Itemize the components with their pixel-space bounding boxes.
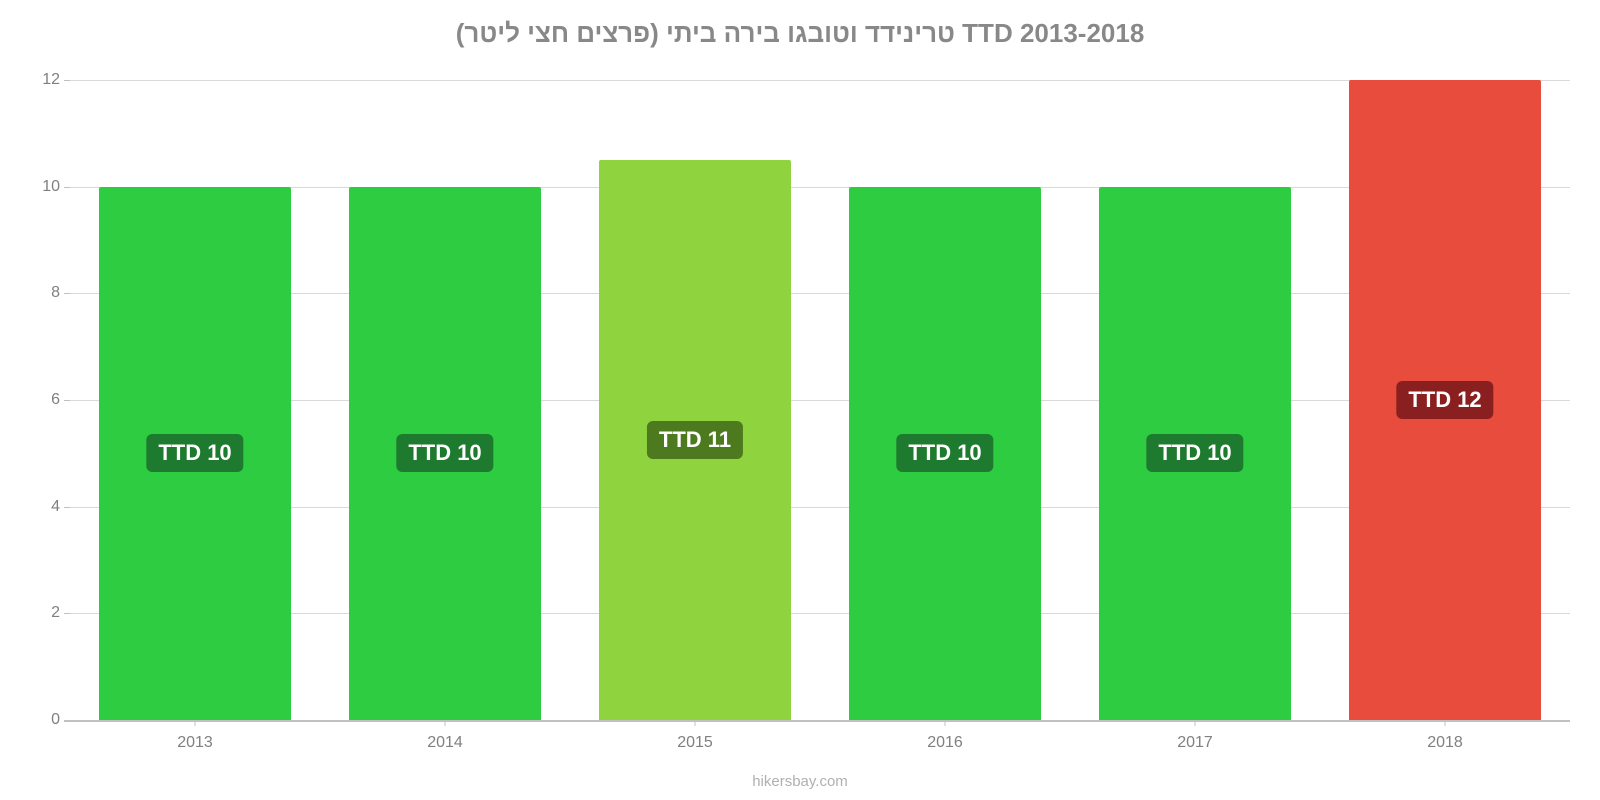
bar: TTD 10 <box>1099 187 1292 720</box>
bar: TTD 10 <box>99 187 292 720</box>
y-axis-label: 4 <box>51 498 60 516</box>
bar-value-badge: TTD 10 <box>146 434 243 472</box>
x-axis-label: 2013 <box>177 734 213 752</box>
x-axis-tick <box>695 720 696 726</box>
bar-slot: TTD 102016 <box>820 80 1070 720</box>
bar-slot: TTD 122018 <box>1320 80 1570 720</box>
bar-slot: TTD 102014 <box>320 80 570 720</box>
bar: TTD 11 <box>599 160 792 720</box>
bars-layer: TTD 102013TTD 102014TTD 112015TTD 102016… <box>70 80 1570 720</box>
y-axis-label: 6 <box>51 391 60 409</box>
x-axis-label: 2015 <box>677 734 713 752</box>
y-axis-label: 10 <box>42 178 60 196</box>
x-axis-tick <box>445 720 446 726</box>
bar: TTD 10 <box>849 187 1042 720</box>
bar-value-badge: TTD 10 <box>396 434 493 472</box>
plot-area: 024681012 TTD 102013TTD 102014TTD 112015… <box>70 80 1570 720</box>
bar-value-badge: TTD 12 <box>1396 381 1493 419</box>
bar-value-badge: TTD 10 <box>1146 434 1243 472</box>
bar-slot: TTD 102013 <box>70 80 320 720</box>
x-axis-baseline <box>64 720 1570 722</box>
y-axis-label: 2 <box>51 604 60 622</box>
y-axis-label: 12 <box>42 71 60 89</box>
y-axis-label: 0 <box>51 711 60 729</box>
bar-slot: TTD 112015 <box>570 80 820 720</box>
x-axis-label: 2017 <box>1177 734 1213 752</box>
x-axis-tick <box>1445 720 1446 726</box>
x-axis-tick <box>195 720 196 726</box>
bar: TTD 12 <box>1349 80 1542 720</box>
chart-title: טרינידד וטובגו בירה ביתי (פרצים חצי ליטר… <box>0 18 1600 49</box>
bar-slot: TTD 102017 <box>1070 80 1320 720</box>
x-axis-label: 2018 <box>1427 734 1463 752</box>
x-axis-tick <box>1195 720 1196 726</box>
bar: TTD 10 <box>349 187 542 720</box>
x-axis-label: 2016 <box>927 734 963 752</box>
x-axis-tick <box>945 720 946 726</box>
bar-value-badge: TTD 11 <box>647 421 743 459</box>
chart-credit: hikersbay.com <box>0 773 1600 790</box>
chart-container: טרינידד וטובגו בירה ביתי (פרצים חצי ליטר… <box>0 0 1600 800</box>
bar-value-badge: TTD 10 <box>896 434 993 472</box>
x-axis-label: 2014 <box>427 734 463 752</box>
y-axis-label: 8 <box>51 284 60 302</box>
